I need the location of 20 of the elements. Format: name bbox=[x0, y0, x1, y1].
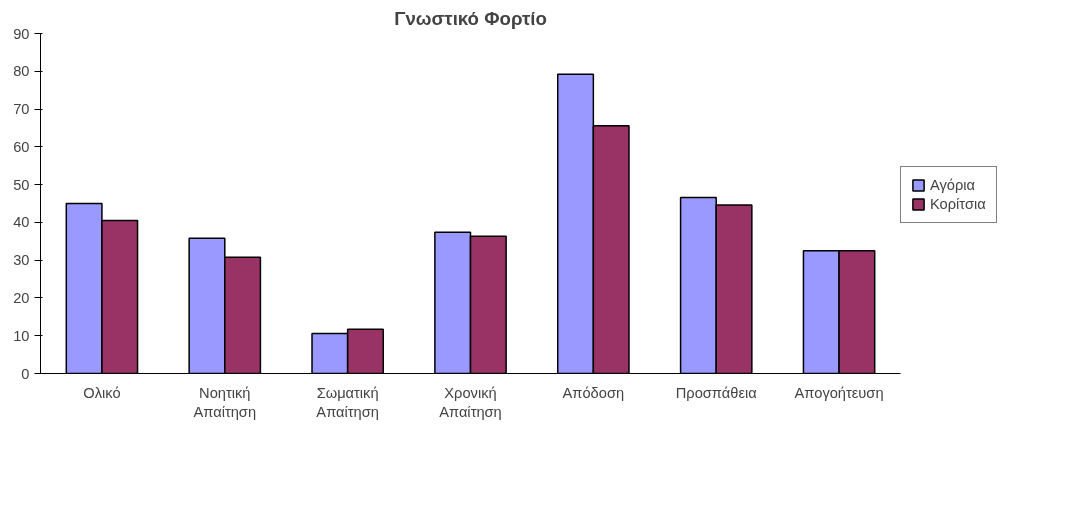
chart-title: Γνωστικό Φορτίο bbox=[394, 7, 547, 29]
y-tick-label: 30 bbox=[13, 252, 30, 269]
x-tick-label: Σωματική Απαίτηση bbox=[316, 384, 379, 420]
x-tick-label: Ολικό bbox=[83, 384, 121, 401]
y-tick-label: 40 bbox=[13, 214, 30, 231]
x-tick-label: Προσπάθεια bbox=[675, 384, 758, 401]
y-tick-label: 90 bbox=[13, 25, 30, 42]
legend-label: Αγόρια bbox=[930, 177, 976, 193]
y-tick-label: 10 bbox=[13, 327, 30, 344]
x-tick-label: Νοητική Απαίτηση bbox=[193, 384, 257, 420]
x-tick-label: Απογοήτευση bbox=[794, 384, 884, 401]
legend-label: Κορίτσια bbox=[930, 196, 986, 212]
y-tick-label: 60 bbox=[13, 138, 30, 155]
x-tick-label: Απόδοση bbox=[562, 384, 625, 401]
x-tick-label: Χρονική Απαίτηση bbox=[439, 384, 502, 420]
y-tick-label: 20 bbox=[13, 289, 30, 306]
y-tick-label: 70 bbox=[13, 101, 30, 118]
y-tick-label: 80 bbox=[13, 63, 30, 80]
y-tick-label: 50 bbox=[13, 176, 30, 193]
y-tick-label: 0 bbox=[21, 365, 30, 382]
